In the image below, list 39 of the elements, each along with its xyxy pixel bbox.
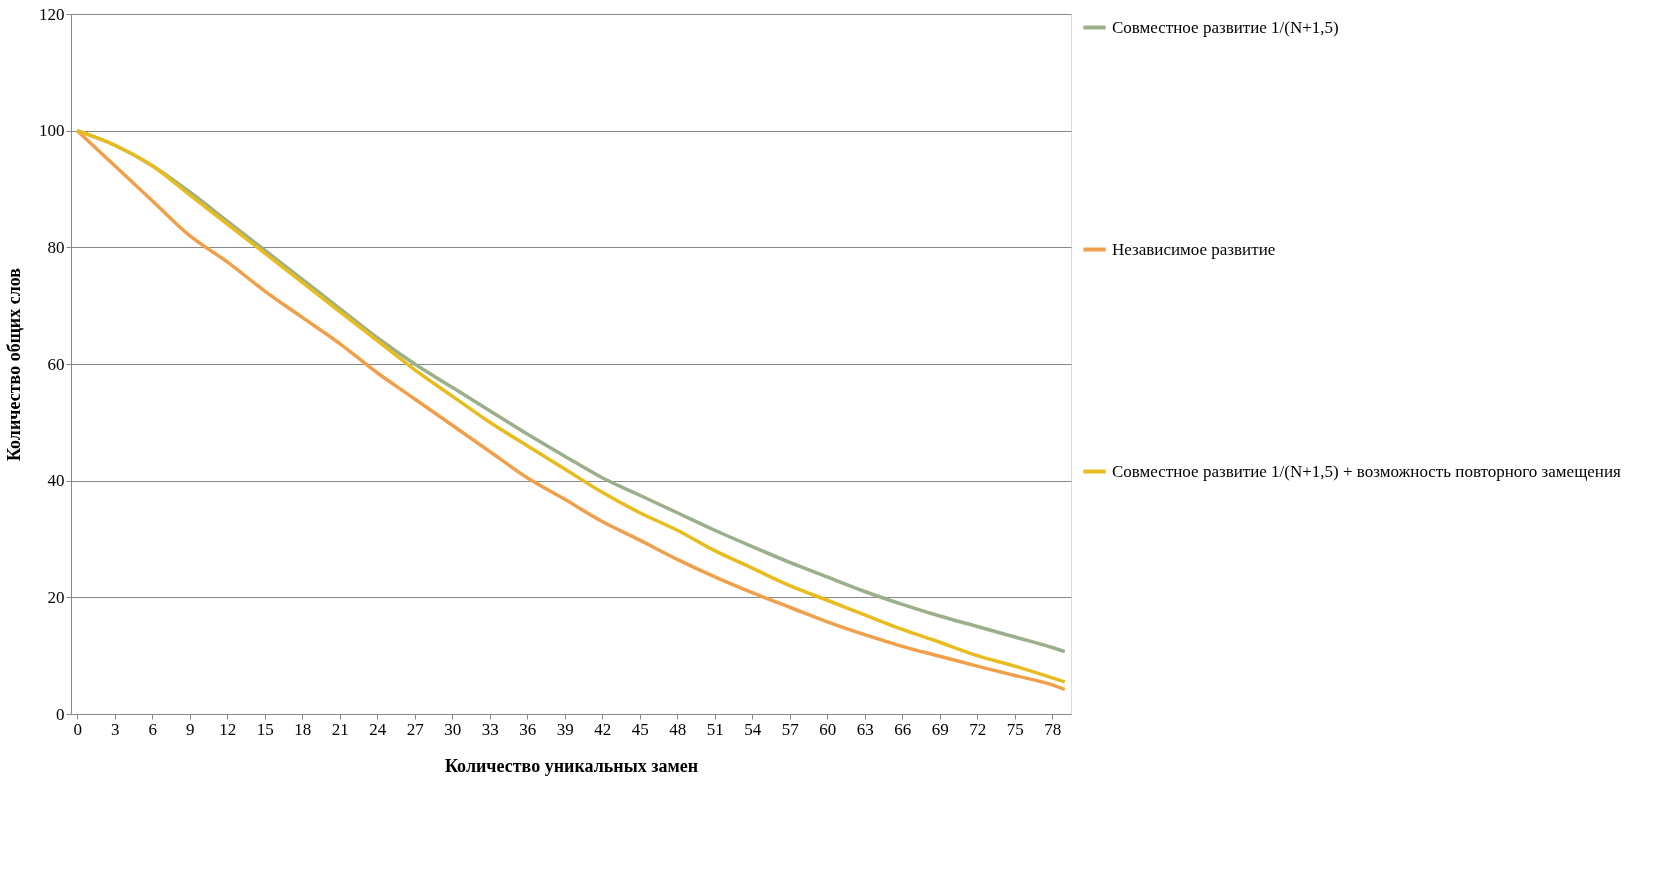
y-tick-label: 60 [47, 354, 65, 374]
x-tick-label: 30 [444, 719, 462, 739]
x-tick-label: 15 [256, 719, 274, 739]
x-tick-label: 48 [669, 719, 687, 739]
x-tick-label: 75 [1006, 719, 1024, 739]
legend-label: Совместное развитие 1/(N+1,5) + возможность повторного замещения [1112, 461, 1621, 481]
x-tick-label: 24 [369, 719, 387, 739]
x-tick-label: 63 [856, 719, 874, 739]
y-tick-label: 0 [56, 704, 65, 724]
x-axis-title: Количество уникальных замен [444, 755, 699, 776]
x-tick-label: 57 [781, 719, 800, 739]
x-tick-label: 36 [519, 719, 537, 739]
x-tick-label: 27 [406, 719, 425, 739]
x-tick-label: 72 [969, 719, 987, 739]
x-tick-label: 45 [631, 719, 649, 739]
x-tick-label: 60 [819, 719, 837, 739]
x-tick-label: 69 [931, 719, 949, 739]
x-tick-label: 21 [331, 719, 349, 739]
x-tick-label: 66 [894, 719, 912, 739]
x-tick-label: 54 [744, 719, 762, 739]
x-tick-label: 3 [111, 719, 120, 739]
x-tick-label: 39 [556, 719, 574, 739]
x-tick-label: 0 [73, 719, 82, 739]
x-tick-label: 51 [706, 719, 724, 739]
y-tick-label: 80 [47, 237, 65, 257]
x-tick-label: 33 [481, 719, 499, 739]
legend-label: Независимое развитие [1112, 239, 1276, 259]
y-tick-label: 120 [39, 4, 65, 24]
x-tick-label: 6 [148, 719, 157, 739]
y-tick-label: 20 [47, 587, 65, 607]
y-tick-label: 100 [39, 121, 65, 141]
x-tick-label: 42 [594, 719, 612, 739]
x-tick-label: 78 [1044, 719, 1062, 739]
y-axis-title: Количество общих слов [4, 267, 24, 462]
legend-label: Совместное развитие 1/(N+1,5) [1112, 17, 1339, 37]
x-tick-label: 12 [219, 719, 237, 739]
x-tick-label: 9 [186, 719, 195, 739]
x-tick-label: 18 [294, 719, 312, 739]
y-tick-label: 40 [47, 471, 65, 491]
